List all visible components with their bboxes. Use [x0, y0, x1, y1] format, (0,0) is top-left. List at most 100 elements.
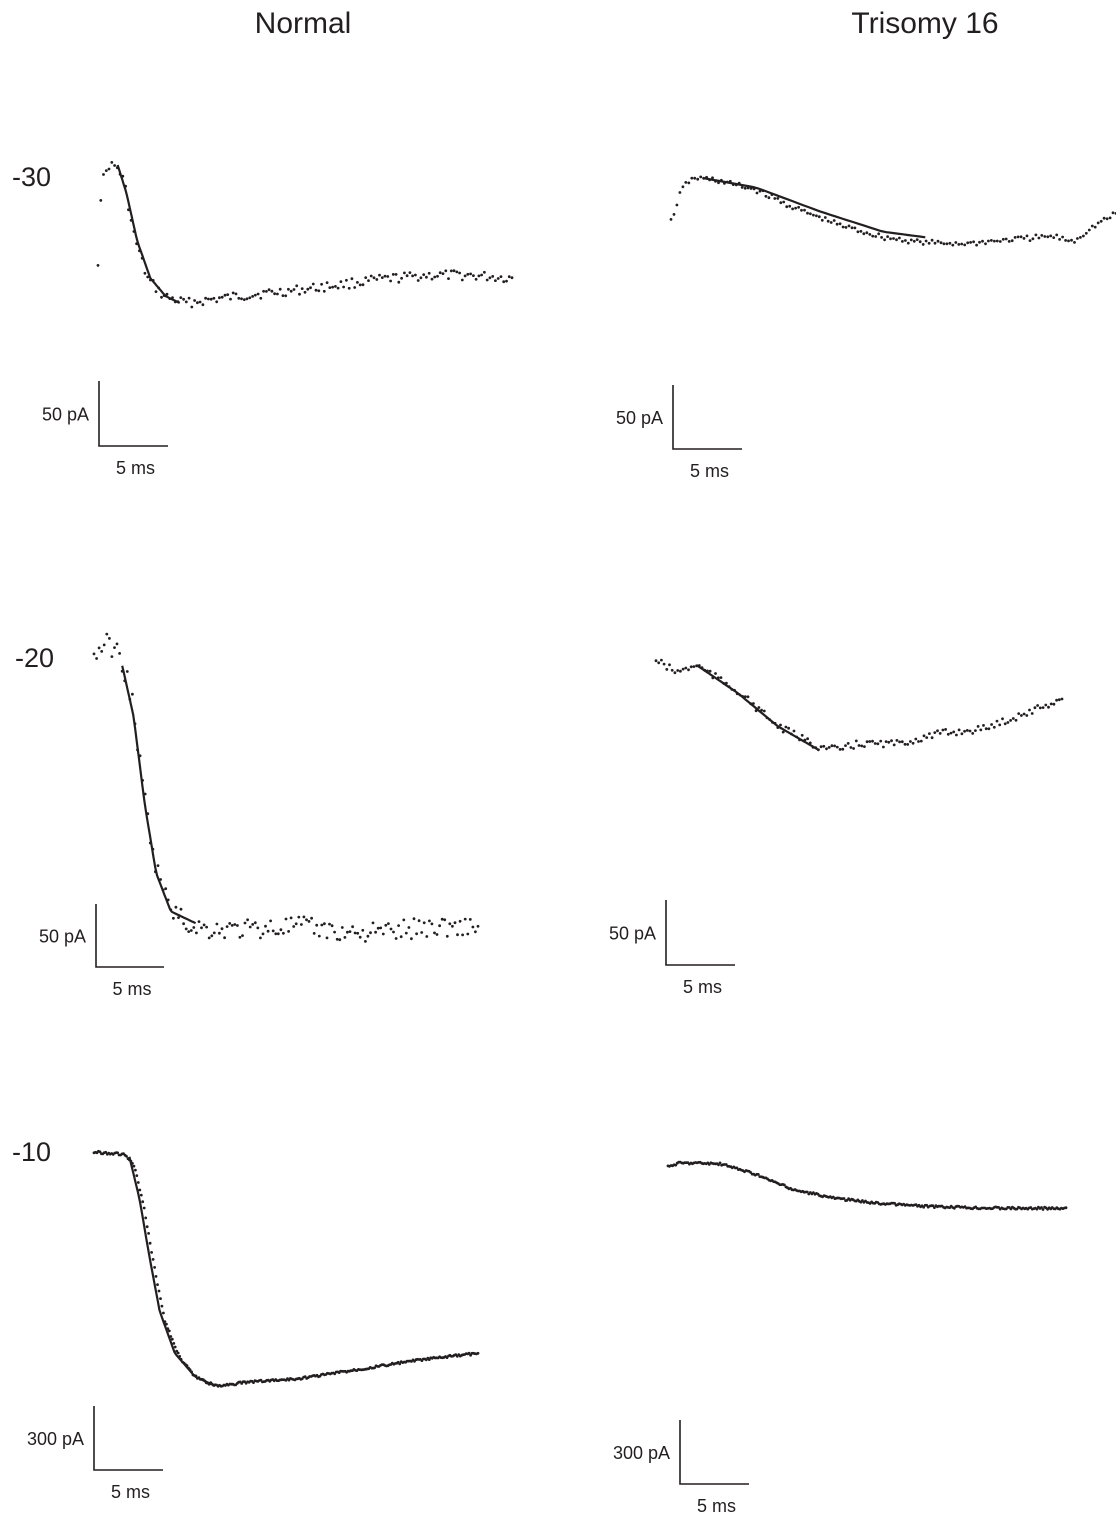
- trace-point: [253, 293, 257, 297]
- trace-point: [841, 225, 845, 229]
- trace-point: [302, 915, 306, 919]
- trace-point: [787, 726, 790, 730]
- trace-point: [1052, 702, 1056, 706]
- trace-point: [320, 923, 324, 927]
- trace-point: [148, 1241, 152, 1245]
- trace-point: [279, 928, 283, 932]
- trace-point: [849, 746, 853, 749]
- trace-point: [151, 1258, 155, 1261]
- trace-point: [347, 286, 351, 290]
- trace-point: [411, 274, 414, 278]
- trace-point: [892, 237, 895, 240]
- trace-point: [474, 277, 478, 281]
- trace-point: [322, 289, 326, 293]
- trace-point: [394, 273, 398, 276]
- trace-point: [925, 736, 929, 739]
- trace-point: [1096, 221, 1100, 225]
- trace-point: [893, 1201, 896, 1205]
- trace-point: [954, 241, 958, 244]
- trace-point: [305, 918, 308, 922]
- trace-point: [859, 229, 863, 233]
- trace-point: [425, 935, 429, 938]
- trace-point: [225, 925, 229, 928]
- trace-point: [427, 271, 431, 275]
- trace-point: [323, 922, 326, 926]
- fit-curve: [695, 664, 819, 751]
- trace-point: [461, 933, 464, 937]
- trace-point: [371, 921, 375, 925]
- trace-point: [95, 657, 98, 660]
- trace-point: [334, 285, 337, 288]
- trace-point: [229, 297, 232, 301]
- trace-point: [1003, 722, 1007, 726]
- trace-point: [502, 280, 506, 284]
- trace-point: [776, 197, 780, 200]
- trace-point: [1014, 718, 1018, 722]
- trace-point: [378, 273, 381, 277]
- trace-point: [788, 204, 792, 208]
- trace-point: [207, 297, 210, 301]
- trace-point: [696, 177, 700, 181]
- trace-point: [430, 277, 434, 281]
- trace-point: [679, 669, 682, 673]
- trace-point: [369, 274, 373, 278]
- trace-point: [105, 632, 109, 636]
- trace-point: [220, 927, 224, 931]
- trace-point: [689, 665, 693, 669]
- trace-point: [215, 300, 219, 304]
- trace-point: [1102, 216, 1106, 220]
- trace-point: [298, 292, 301, 296]
- trace-point: [391, 273, 395, 276]
- trace-point: [927, 241, 931, 245]
- trace-point: [156, 864, 160, 867]
- trace-point: [993, 239, 996, 243]
- trace-point: [433, 931, 436, 935]
- trace-point: [863, 745, 866, 748]
- trace-point: [1067, 239, 1070, 243]
- trace-point: [195, 931, 198, 935]
- trace-point: [998, 723, 1002, 727]
- trace-point: [295, 284, 299, 288]
- fit-curve: [121, 665, 197, 925]
- trace-point: [1064, 239, 1067, 242]
- trace-point: [995, 719, 999, 723]
- trace-point: [417, 919, 421, 923]
- trace-point: [400, 276, 403, 280]
- trace-point: [884, 740, 888, 743]
- trace-point: [187, 296, 191, 300]
- trace-point: [420, 931, 424, 934]
- trace-point: [336, 286, 340, 290]
- trace-point: [1073, 241, 1076, 244]
- trace-point: [218, 296, 221, 300]
- trace-point: [414, 273, 417, 277]
- trace-point: [100, 650, 104, 653]
- trace-point: [212, 296, 216, 300]
- scale-bar-time-label: 5 ms: [111, 1482, 150, 1502]
- trace-point: [871, 234, 875, 238]
- trace-point: [1108, 216, 1112, 220]
- trace-point: [887, 740, 891, 744]
- trace-point: [179, 296, 183, 299]
- trace-point: [809, 212, 812, 216]
- trace-point: [270, 289, 274, 293]
- trace-point: [170, 1337, 174, 1341]
- trace-point: [755, 191, 759, 195]
- trace-point: [145, 1225, 149, 1229]
- trace-point: [238, 935, 242, 939]
- trace-point: [243, 921, 247, 925]
- trace-point: [348, 930, 352, 933]
- trace-point: [708, 669, 712, 673]
- trace-point: [857, 744, 861, 747]
- trace-point: [102, 173, 105, 176]
- trace-point: [714, 672, 717, 675]
- fit-curve: [702, 176, 926, 239]
- trace-point: [868, 233, 872, 236]
- trace-point: [797, 205, 800, 209]
- trace-point: [480, 273, 483, 277]
- trace-point: [210, 934, 214, 938]
- trace-point: [841, 747, 845, 751]
- trace-point: [826, 219, 830, 223]
- trace-point: [376, 926, 380, 930]
- trace-point: [692, 665, 696, 668]
- trace-point: [202, 923, 206, 927]
